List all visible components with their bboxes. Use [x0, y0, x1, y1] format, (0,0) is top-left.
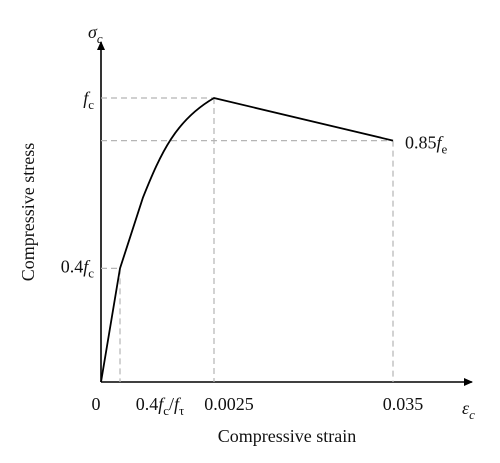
y-tick-label-point_04: 0.4fc [61, 256, 95, 280]
x-axis-label: Compressive strain [218, 426, 356, 446]
x-tick-label-peak: 0.0025 [204, 394, 254, 414]
annotation-085fe: 0.85fe [405, 133, 448, 157]
y-axis-label: Compressive stress [18, 143, 38, 282]
guide-lines [101, 97, 394, 382]
y-tick-label-peak: fc [83, 88, 94, 112]
y-axis-symbol: σc [88, 22, 103, 46]
x-tick-label-origin: 0 [92, 394, 101, 414]
x-axis-symbol: εc [462, 398, 475, 422]
stress-strain-curve [100, 97, 394, 383]
x-tick-label-ultimate: 0.035 [383, 394, 424, 414]
tick-labels: 0 0.4fc/fτ 0.0025 0.035 0.4fc fc 0.85fe [61, 88, 448, 418]
x-tick-label-point_04: 0.4fc/fτ [136, 394, 185, 418]
